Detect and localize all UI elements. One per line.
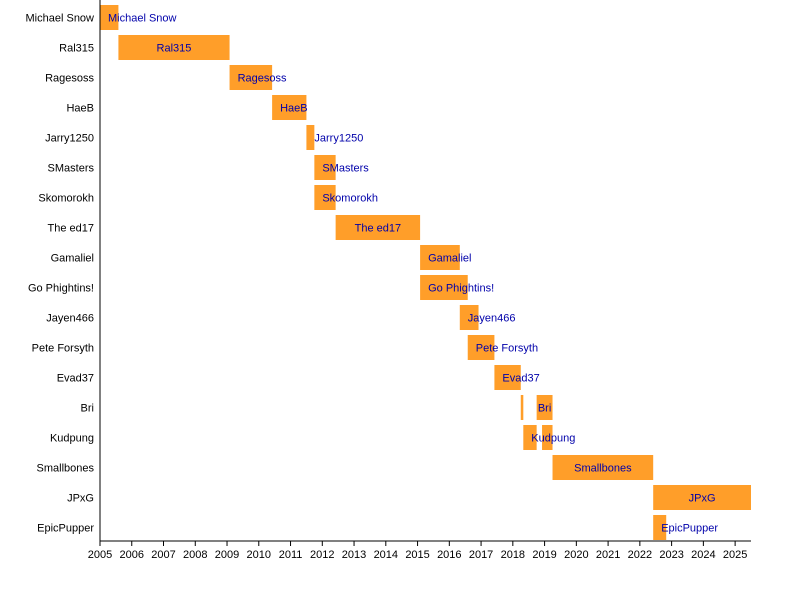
x-tick-label: 2015: [405, 549, 429, 561]
row-label: Gamaliel: [51, 253, 94, 265]
bar-label: Michael Snow: [108, 13, 177, 25]
timeline-bar: [100, 5, 119, 30]
bar-label: Jarry1250: [314, 133, 363, 145]
bar-label: The ed17: [355, 223, 401, 235]
x-tick-label: 2018: [501, 549, 525, 561]
row-label: Ral315: [59, 43, 94, 55]
bar-labels-group: Michael Snow Ral315 Ragesoss HaeB Jarry1250 S…: [108, 13, 718, 535]
row-label: Skomorokh: [38, 193, 94, 205]
row-label: Kudpung: [50, 433, 94, 445]
bar-label: SMasters: [322, 163, 369, 175]
bar-label: Kudpung: [531, 433, 575, 445]
row-label: Smallbones: [37, 463, 95, 475]
timeline-bar: [335, 215, 421, 240]
timeline-bar: [552, 455, 654, 480]
x-tick-label: 2010: [247, 549, 271, 561]
bar-label: Evad37: [502, 373, 539, 385]
bar-label: Skomorokh: [322, 193, 378, 205]
timeline-bar: [536, 395, 553, 420]
x-tick-label: 2006: [120, 549, 144, 561]
row-label: Pete Forsyth: [32, 343, 94, 355]
row-label: Ragesoss: [45, 73, 94, 85]
timeline-bar: [420, 245, 460, 270]
bar-label: Smallbones: [574, 463, 632, 475]
x-tick-label: 2023: [659, 549, 683, 561]
bars-group: [100, 5, 751, 540]
bar-label: JPxG: [689, 493, 716, 505]
row-label: The ed17: [48, 223, 94, 235]
row-label: Michael Snow: [26, 13, 95, 25]
bar-label: EpicPupper: [661, 523, 718, 535]
x-ticks-group: 2005 2006 2007 2008 2009 2010 2011 2012 2013 2014…: [88, 541, 747, 561]
row-label: HaeB: [66, 103, 94, 115]
bar-label: Ral315: [157, 43, 192, 55]
x-tick-label: 2021: [596, 549, 620, 561]
timeline-bar: [420, 275, 468, 300]
timeline-bar: [653, 485, 751, 510]
timeline-bar: [314, 185, 336, 210]
bar-label: Bri: [538, 403, 551, 415]
x-tick-label: 2013: [342, 549, 366, 561]
timeline-bar: [494, 365, 521, 390]
row-label: EpicPupper: [37, 523, 94, 535]
row-label: Evad37: [57, 373, 94, 385]
bar-label: Ragesoss: [238, 73, 287, 85]
x-tick-label: 2011: [279, 549, 303, 561]
timeline-bar: [118, 35, 230, 60]
timeline-bar: [653, 515, 667, 540]
timeline-bar: [459, 305, 479, 330]
x-tick-label: 2020: [564, 549, 588, 561]
row-labels-group: Michael Snow Ral315 Ragesoss HaeB Jarry1250 S…: [26, 13, 95, 535]
row-label: JPxG: [67, 493, 94, 505]
x-tick-label: 2019: [532, 549, 556, 561]
x-tick-label: 2014: [374, 549, 398, 561]
x-tick-label: 2005: [88, 549, 112, 561]
bar-label: HaeB: [280, 103, 308, 115]
row-label: Jayen466: [46, 313, 94, 325]
row-label: Jarry1250: [45, 133, 94, 145]
timeline-bar: [229, 65, 273, 90]
bar-label: Gamaliel: [428, 253, 471, 265]
timeline-bar: [272, 95, 307, 120]
timeline-bar: [542, 425, 553, 450]
x-tick-label: 2007: [151, 549, 175, 561]
x-tick-label: 2008: [183, 549, 207, 561]
timeline-bar: [520, 395, 524, 420]
timeline-bar: [306, 125, 315, 150]
x-tick-label: 2025: [723, 549, 747, 561]
timeline-bar: [467, 335, 495, 360]
x-tick-label: 2016: [437, 549, 461, 561]
row-label: Bri: [81, 403, 94, 415]
x-tick-label: 2009: [215, 549, 239, 561]
bar-label: Jayen466: [468, 313, 516, 325]
bar-label: Go Phightins!: [428, 283, 494, 295]
timeline-bar: [314, 155, 336, 180]
timeline-bar: [523, 425, 537, 450]
row-label: Go Phightins!: [28, 283, 94, 295]
row-label: SMasters: [48, 163, 95, 175]
x-tick-label: 2017: [469, 549, 493, 561]
bar-label: Pete Forsyth: [476, 343, 538, 355]
x-tick-label: 2024: [691, 549, 715, 561]
x-axis: [99, 0, 751, 542]
x-tick-label: 2012: [310, 549, 334, 561]
x-tick-label: 2022: [628, 549, 652, 561]
